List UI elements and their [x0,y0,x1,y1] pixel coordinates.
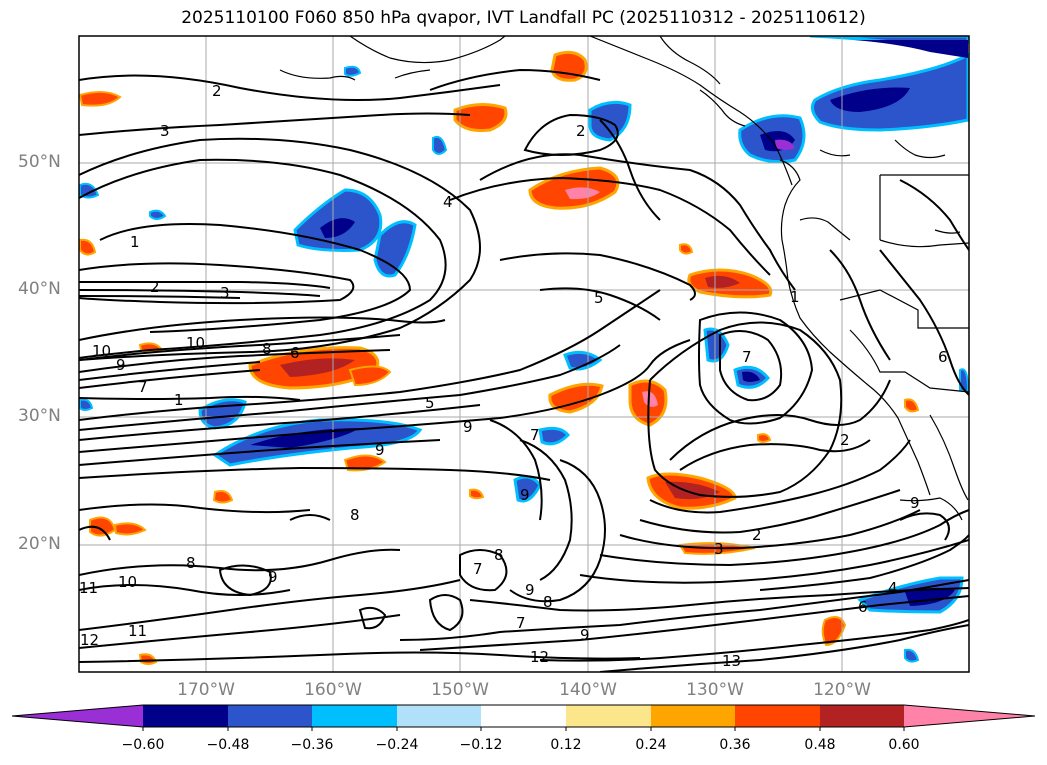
lat-label-30n: 30°N [18,406,61,426]
colorbar-segment [566,705,651,727]
lon-label-170w: 170°W [177,680,235,700]
contour-label: 8 [350,506,360,524]
contour-label: 1 [790,288,800,306]
lat-label-20n: 20°N [18,534,61,554]
contour-label: 6 [938,348,948,366]
contour-label: 6 [290,344,300,362]
lat-label-50n: 50°N [18,152,61,172]
colorbar-segment [397,705,481,727]
contour-label: 2 [212,82,222,100]
colorbar-segment [228,705,312,727]
contour-label: 7 [138,378,148,396]
colorbar-tick-label: −0.12 [459,737,503,753]
contour-labels: 2 3 2 1 2 3 4 5 10 9 10 8 6 7 1 5 9 7 9 … [79,82,948,670]
contour-label: 2 [752,526,762,544]
colorbar-tick-label: −0.60 [121,737,165,753]
map-title: 2025110100 F060 850 hPa qvapor, IVT Land… [181,8,866,28]
colorbar-segment [735,705,820,727]
contour-label: 1 [174,391,184,409]
colorbar-tick-label: −0.36 [290,737,334,753]
contour-label: 7 [530,426,540,444]
colorbar-tick-label: −0.48 [206,737,250,753]
contour-label: 3 [160,122,170,140]
contour-label: 7 [473,560,483,578]
contour-label: 11 [128,622,147,640]
contour-label: 8 [494,546,504,564]
negative-anomaly-shading [79,36,969,663]
contour-label: 12 [80,631,99,649]
contour-label: 11 [79,579,98,597]
contour-label: 9 [375,441,385,459]
contour-label: 4 [888,579,898,597]
contour-label: 5 [594,289,604,307]
colorbar-segment [904,705,1035,727]
colorbar-segment [12,705,143,727]
colorbar-segment [820,705,904,727]
contour-label: 9 [268,568,278,586]
lon-label-120w: 120°W [813,680,871,700]
contour-label: 9 [463,418,473,436]
lon-label-150w: 150°W [431,680,489,700]
contour-label: 8 [543,593,553,611]
lon-label-160w: 160°W [304,680,362,700]
contour-label: 10 [92,342,111,360]
colorbar-tick-label: 0.60 [888,737,920,753]
contour-label: 2 [840,431,850,449]
colorbar-tick-label: 0.48 [804,737,836,753]
contour-label: 9 [580,626,590,644]
contour-label: 4 [443,193,453,211]
contour-label: 2 [150,278,160,296]
contour-label: 13 [722,652,741,670]
colorbar-segment [312,705,397,727]
contour-label: 2 [576,122,586,140]
contour-label: 9 [520,486,530,504]
colorbar-tick-label: −0.24 [375,737,419,753]
colorbar-tick-label: 0.12 [550,737,582,753]
contour-label: 10 [118,573,137,591]
lon-label-140w: 140°W [559,680,617,700]
contour-label: 3 [220,284,230,302]
contour-label: 1 [130,233,140,251]
contour-label: 7 [742,348,752,366]
contour-label: 9 [525,581,535,599]
contour-label: 3 [714,540,724,558]
colorbar-tick-label: 0.24 [635,737,667,753]
colorbar-segment [481,705,566,727]
coastlines [279,36,969,521]
colorbar-tick-label: 0.36 [719,737,751,753]
contour-label: 10 [186,334,205,352]
contour-label: 7 [516,614,526,632]
contour-label: 6 [858,598,868,616]
contour-label: 8 [262,340,272,358]
map-frame [78,35,970,673]
colorbar-segment [651,705,735,727]
lon-label-130w: 130°W [686,680,744,700]
colorbar-segment [143,705,228,727]
contour-label: 5 [425,394,435,412]
contour-label: 12 [530,648,549,666]
lat-label-40n: 40°N [18,279,61,299]
contours [79,68,969,672]
contour-label: 8 [186,554,196,572]
contour-label: 9 [910,494,920,512]
contour-label: 9 [116,356,126,374]
